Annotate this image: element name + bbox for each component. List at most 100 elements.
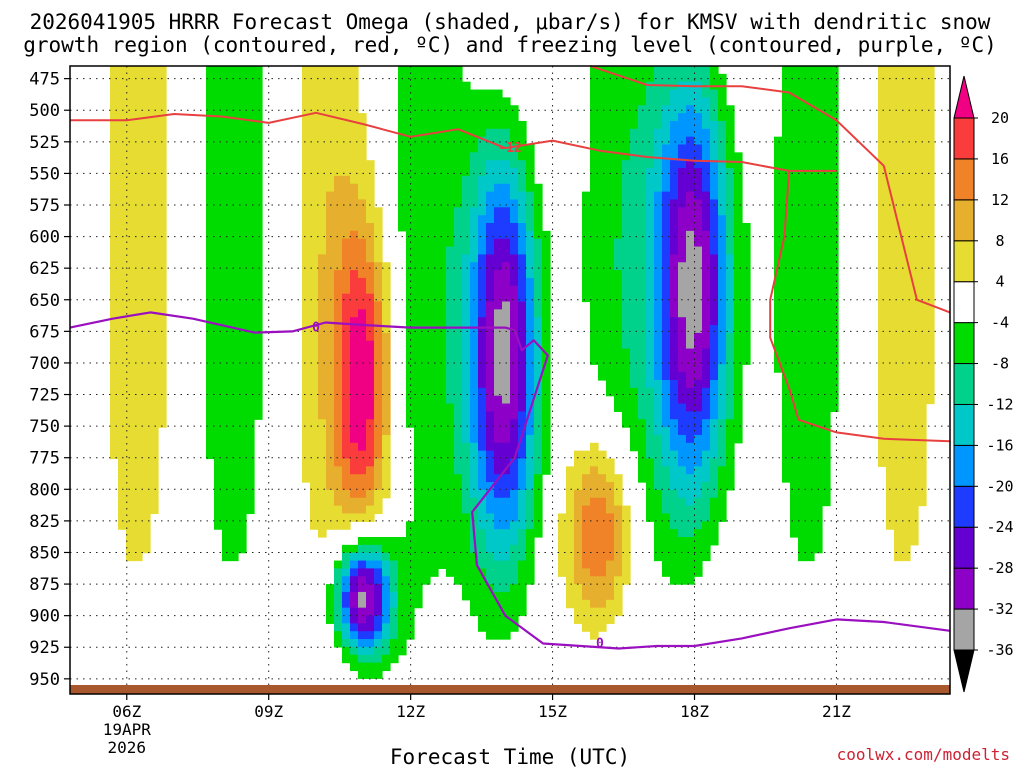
- omega-cell: [646, 427, 655, 436]
- omega-cell: [646, 474, 655, 483]
- omega-cell: [118, 521, 127, 530]
- omega-cell: [806, 325, 815, 334]
- omega-cell: [806, 513, 815, 522]
- omega-cell: [230, 191, 239, 201]
- omega-cell: [438, 175, 447, 185]
- omega-cell: [590, 215, 599, 224]
- omega-cell: [126, 364, 135, 373]
- omega-cell: [654, 372, 663, 381]
- omega-cell: [358, 356, 367, 365]
- omega-cell: [782, 246, 791, 255]
- colorbar-label: 8: [995, 232, 1004, 250]
- omega-cell: [334, 576, 343, 585]
- omega-cell: [502, 568, 511, 577]
- omega-cell: [486, 513, 495, 522]
- omega-cell: [118, 411, 127, 420]
- omega-cell: [518, 411, 527, 420]
- omega-cell: [678, 513, 687, 522]
- omega-cell: [510, 277, 519, 287]
- omega-cell: [134, 277, 143, 287]
- omega-cell: [790, 419, 799, 428]
- omega-cell: [302, 427, 311, 436]
- omega-cell: [654, 128, 663, 138]
- omega-cell: [814, 489, 823, 499]
- omega-cell: [374, 254, 383, 263]
- omega-cell: [686, 113, 695, 122]
- omega-cell: [462, 442, 471, 452]
- omega-cell: [662, 544, 671, 554]
- y-tick-label: 875: [29, 575, 60, 595]
- omega-cell: [526, 372, 535, 381]
- omega-cell: [470, 364, 479, 373]
- omega-cell: [670, 380, 679, 389]
- omega-cell: [398, 128, 407, 138]
- omega-cell: [558, 513, 567, 522]
- omega-cell: [374, 277, 383, 287]
- omega-cell: [454, 458, 463, 467]
- omega-cell: [638, 113, 647, 122]
- omega-cell: [798, 207, 807, 216]
- omega-cell: [782, 277, 791, 287]
- omega-cell: [638, 128, 647, 138]
- omega-cell: [526, 497, 535, 507]
- omega-cell: [702, 521, 711, 530]
- omega-cell: [446, 482, 455, 491]
- omega-cell: [518, 317, 527, 326]
- omega-cell: [398, 168, 407, 177]
- omega-cell: [246, 199, 255, 208]
- omega-cell: [214, 427, 223, 436]
- omega-cell: [134, 105, 143, 114]
- omega-cell: [134, 66, 143, 75]
- omega-cell: [526, 317, 535, 326]
- omega-cell: [702, 434, 711, 444]
- omega-cell: [798, 246, 807, 255]
- omega-cell: [110, 136, 119, 146]
- omega-cell: [502, 584, 511, 593]
- omega-cell: [638, 340, 647, 350]
- omega-cell: [614, 364, 623, 373]
- omega-cell: [478, 489, 487, 499]
- omega-cell: [910, 419, 919, 428]
- omega-cell: [702, 380, 711, 389]
- omega-cell: [638, 246, 647, 255]
- omega-cell: [134, 89, 143, 98]
- omega-cell: [438, 560, 447, 569]
- omega-cell: [502, 474, 511, 483]
- omega-cell: [118, 466, 127, 475]
- omega-cell: [798, 380, 807, 389]
- omega-cell: [470, 223, 479, 232]
- omega-cell: [310, 191, 319, 201]
- omega-cell: [894, 427, 903, 436]
- omega-cell: [598, 230, 607, 240]
- omega-cell: [382, 387, 391, 397]
- omega-cell: [342, 607, 351, 617]
- omega-cell: [374, 599, 383, 609]
- omega-cell: [134, 537, 143, 546]
- omega-cell: [806, 466, 815, 475]
- omega-cell: [422, 505, 431, 515]
- omega-cell: [702, 403, 711, 412]
- omega-cell: [894, 340, 903, 350]
- omega-cell: [302, 340, 311, 350]
- omega-cell: [230, 395, 239, 405]
- omega-cell: [678, 152, 687, 161]
- omega-cell: [878, 105, 887, 114]
- omega-cell: [590, 521, 599, 530]
- omega-cell: [726, 128, 735, 138]
- omega-cell: [206, 395, 215, 405]
- omega-cell: [710, 356, 719, 365]
- omega-cell: [702, 152, 711, 161]
- omega-cell: [406, 380, 415, 389]
- omega-cell: [254, 152, 263, 161]
- omega-cell: [646, 238, 655, 248]
- omega-cell: [518, 246, 527, 255]
- omega-cell: [222, 474, 231, 483]
- omega-cell: [614, 66, 623, 75]
- omega-cell: [454, 105, 463, 114]
- omega-cell: [670, 427, 679, 436]
- omega-cell: [494, 356, 503, 365]
- omega-cell: [614, 136, 623, 146]
- omega-cell: [926, 395, 935, 405]
- omega-cell: [806, 356, 815, 365]
- omega-cell: [494, 246, 503, 255]
